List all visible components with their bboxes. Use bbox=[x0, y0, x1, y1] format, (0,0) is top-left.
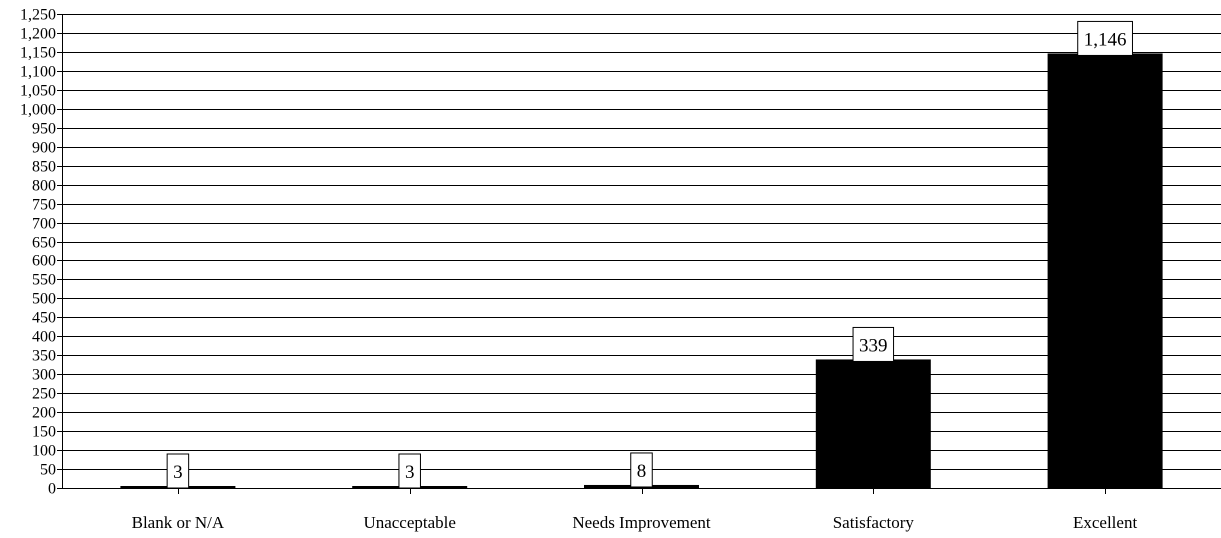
y-tick-label: 550 bbox=[32, 272, 56, 289]
x-category-label: Needs Improvement bbox=[572, 513, 711, 532]
x-category-label: Unacceptable bbox=[363, 513, 456, 532]
bar-excellent bbox=[1047, 53, 1163, 488]
bars bbox=[120, 53, 1163, 488]
y-tick-label: 1,050 bbox=[20, 83, 56, 100]
x-category-label: Blank or N/A bbox=[132, 513, 225, 532]
y-tick-label: 450 bbox=[32, 310, 56, 327]
data-label-text: 3 bbox=[173, 462, 183, 483]
data-label: 1,146 bbox=[1077, 20, 1133, 56]
y-tick-label: 600 bbox=[32, 253, 56, 270]
data-label: 3 bbox=[398, 453, 421, 489]
y-tick-label: 400 bbox=[32, 329, 56, 346]
y-tick-label: 100 bbox=[32, 443, 56, 460]
y-tick-label: 800 bbox=[32, 178, 56, 195]
y-tick-label: 1,250 bbox=[20, 7, 56, 24]
y-tick-label: 150 bbox=[32, 424, 56, 441]
y-tick-label: 250 bbox=[32, 386, 56, 403]
data-label: 3 bbox=[166, 453, 190, 489]
data-label-box bbox=[398, 453, 421, 489]
y-tick-label: 650 bbox=[32, 235, 56, 252]
data-label: 8 bbox=[630, 452, 653, 488]
x-axis-category-labels: Blank or N/A Unacceptable Needs Improvemen… bbox=[132, 513, 1138, 532]
y-tick-label: 950 bbox=[32, 121, 56, 138]
data-labels: 3 3 8 339 1,146 bbox=[166, 20, 1133, 489]
y-tick-label: 50 bbox=[40, 462, 56, 479]
y-tick-label: 1,200 bbox=[20, 26, 56, 43]
data-label-box bbox=[1077, 20, 1133, 56]
y-tick-label: 500 bbox=[32, 291, 56, 308]
x-category-label: Excellent bbox=[1073, 513, 1137, 532]
data-label: 339 bbox=[852, 326, 895, 362]
y-tick-label: 350 bbox=[32, 348, 56, 365]
data-label-text: 8 bbox=[637, 461, 647, 482]
y-tick-label: 200 bbox=[32, 405, 56, 422]
y-tick-label: 1,100 bbox=[20, 64, 56, 81]
data-label-text: 339 bbox=[859, 335, 888, 356]
data-label-box bbox=[630, 452, 653, 488]
data-label-text: 3 bbox=[405, 462, 415, 483]
data-label-text: 1,146 bbox=[1084, 29, 1127, 50]
x-category-label: Satisfactory bbox=[833, 513, 915, 532]
y-tick-label: 700 bbox=[32, 216, 56, 233]
y-tick-label: 0 bbox=[48, 481, 56, 498]
axes bbox=[57, 14, 1221, 494]
bar-satisfactory bbox=[815, 359, 931, 488]
data-label-box bbox=[852, 326, 895, 362]
data-label-box bbox=[166, 453, 190, 489]
y-tick-label: 900 bbox=[32, 140, 56, 157]
y-tick-label: 1,000 bbox=[20, 102, 56, 119]
y-tick-label: 300 bbox=[32, 367, 56, 384]
y-tick-label: 750 bbox=[32, 197, 56, 214]
y-tick-label: 850 bbox=[32, 159, 56, 176]
y-tick-label: 1,150 bbox=[20, 45, 56, 62]
gridlines bbox=[62, 14, 1221, 489]
